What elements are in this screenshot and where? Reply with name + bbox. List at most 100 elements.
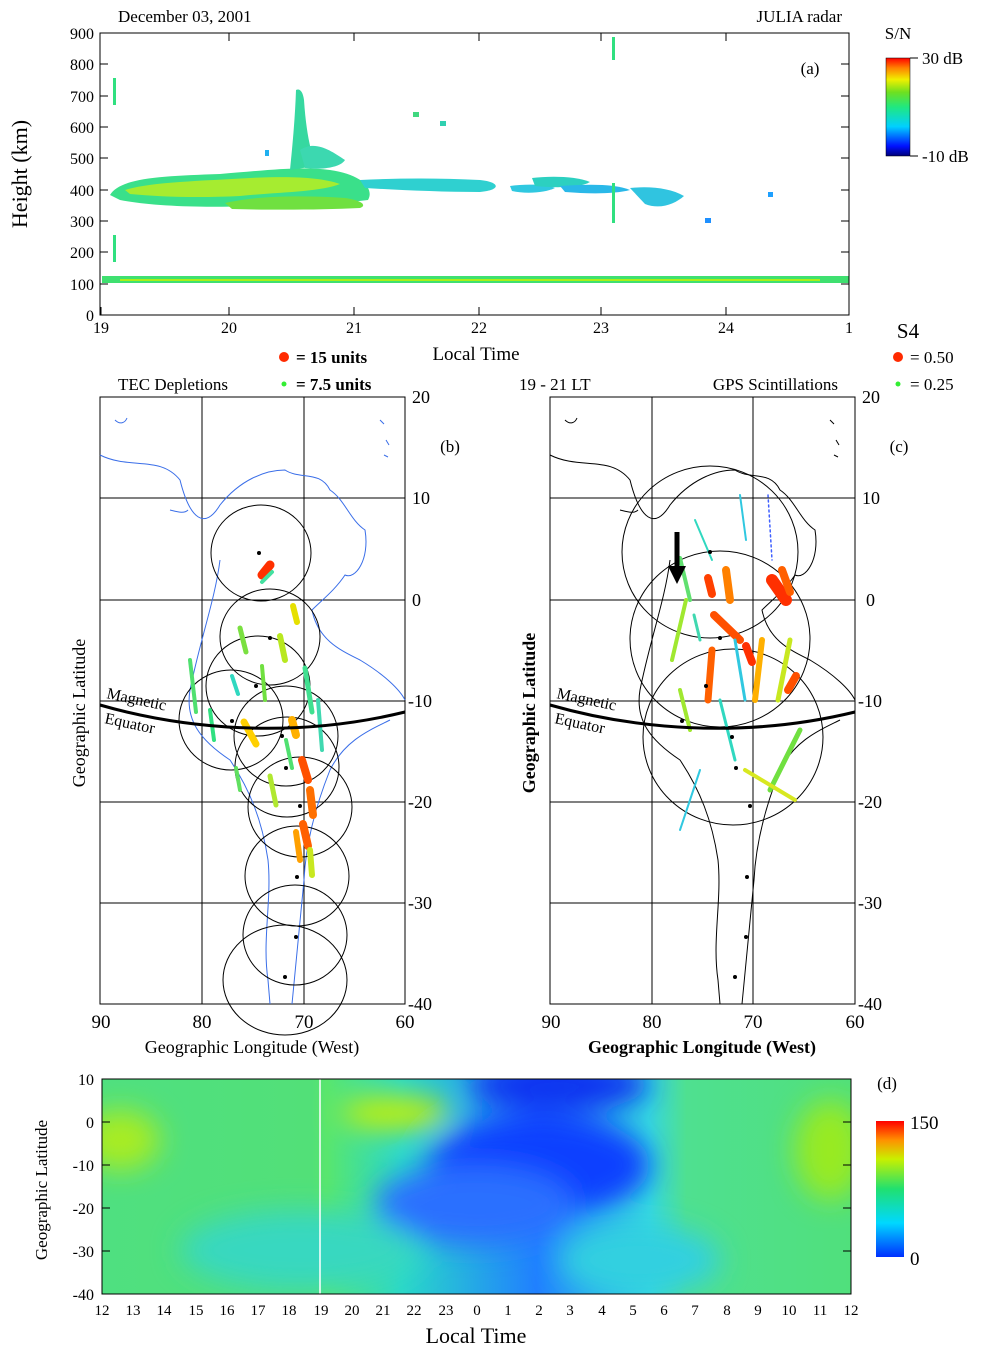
xtick-label: 11 [813,1303,827,1319]
xtick-label: 80 [643,1012,662,1033]
s4-track [722,566,734,604]
ytick: 900 [70,26,849,43]
ytick: 300 [70,214,849,231]
xtick-label: 20 [345,1303,360,1319]
s4-track [704,574,716,598]
panel-a-yaxis: 0 100 200 300 400 500 600 700 800 900 [70,26,849,325]
ytick-label: 400 [70,183,94,200]
xtick: 24 [718,33,734,337]
ytick-label: 10 [412,488,430,508]
vertical-echo-1 [113,78,116,105]
xtick-label: 17 [251,1303,267,1319]
panel-b-stations [230,551,302,979]
tec-track [284,738,294,770]
tec-track [306,786,317,819]
panel-b-tec-tracks [188,560,324,878]
fov-circle [219,588,321,686]
xtick: 19 [93,307,109,337]
ytick: 800 [70,57,849,74]
tec-track [293,829,303,863]
xtick-label: 90 [542,1012,561,1033]
xtick-label: 20 [221,320,237,337]
echo-speck-5 [265,150,269,156]
tec-track [188,658,198,714]
echo-speck-4 [413,112,419,117]
echo-patch-2 [532,176,590,188]
panel-a-instrument: JULIA radar [757,7,843,26]
plume-spread [300,145,345,169]
ytick-label: -10 [408,691,432,711]
panel-b-yaxis: 20 10 0 -10 -20 -30 -40 [408,387,432,1014]
xtick-label: 16 [220,1303,236,1319]
vertical-echo-2 [113,235,116,262]
ytick: 600 [70,120,849,137]
enhancement [340,1097,450,1129]
xtick-label: 90 [92,1012,111,1033]
xtick: 22 [471,33,487,337]
vertical-echo-4 [612,183,615,223]
station-marker [745,875,749,879]
low-south-2 [560,1225,720,1294]
ytick-label: 0 [86,1115,94,1132]
station-marker [734,766,738,770]
s4-track [739,494,747,541]
xtick-label: 23 [593,320,609,337]
tec-track [267,773,279,808]
panel-c-tag: (c) [890,437,909,456]
ytick-label: 100 [70,277,94,294]
station-marker [733,975,737,979]
station-marker [254,684,258,688]
depletion-top [470,1079,650,1110]
tec-track [277,633,288,663]
xtick-label: 19 [93,320,109,337]
radar-echoes [102,37,849,283]
echo-patch-4 [630,187,684,207]
ytick-label: -40 [73,1287,94,1304]
legend-label-large: = 0.50 [910,348,954,367]
panel-d-xaxis: 12 13 14 15 16 17 18 19 20 21 22 23 0 1 … [95,1303,859,1319]
station-marker [294,935,298,939]
panel-c-time: 19 - 21 LT [519,375,591,394]
s4-track [679,769,701,831]
tec-track [260,570,274,584]
xtick-label: 1 [504,1303,512,1319]
station-marker [283,975,287,979]
station-marker [257,551,261,555]
ytick-label: 700 [70,89,94,106]
tec-track [230,674,240,696]
s4-track [704,646,716,704]
panel-b-xaxis: 90 80 70 60 [92,1012,415,1033]
station-marker [298,804,302,808]
coastline [549,454,856,1005]
colorbar-gradient [876,1121,904,1257]
xtick-label: 4 [598,1303,606,1319]
ytick-label: -30 [858,893,882,913]
xtick-label: 13 [126,1303,141,1319]
panel-c: 19 - 21 LT GPS Scintillations S4 = 0.50 … [519,319,954,1058]
f-region-layer-lower [225,196,364,210]
xtick-label: 60 [846,1012,865,1033]
station-marker [744,935,748,939]
drift-arrow [668,532,686,584]
s4-track [767,727,803,793]
panel-a-frame [99,32,850,316]
s4-track [678,556,692,602]
legend-marker-large [279,352,289,362]
legend-label-small: = 7.5 units [296,375,372,394]
panel-c-ylabel: Geographic Latitude [519,633,539,794]
xtick-label: 80 [193,1012,212,1033]
xtick: 23 [593,33,609,337]
legend-marker-small [895,381,901,387]
ytick-label: 600 [70,120,94,137]
s4-track [742,642,756,666]
ytick: 0 [86,308,849,325]
xtick-label: 12 [844,1303,859,1319]
xtick-label: 21 [376,1303,391,1319]
panel-d-frame [101,1078,852,1295]
tec-track [299,820,312,850]
panel-d-yaxis: 10 0 -10 -20 -30 -40 [73,1072,851,1304]
xtick-label: 10 [782,1303,797,1319]
ytick: 500 [70,151,849,168]
panel-c-stations [680,550,752,979]
xtick-label: 60 [396,1012,415,1033]
